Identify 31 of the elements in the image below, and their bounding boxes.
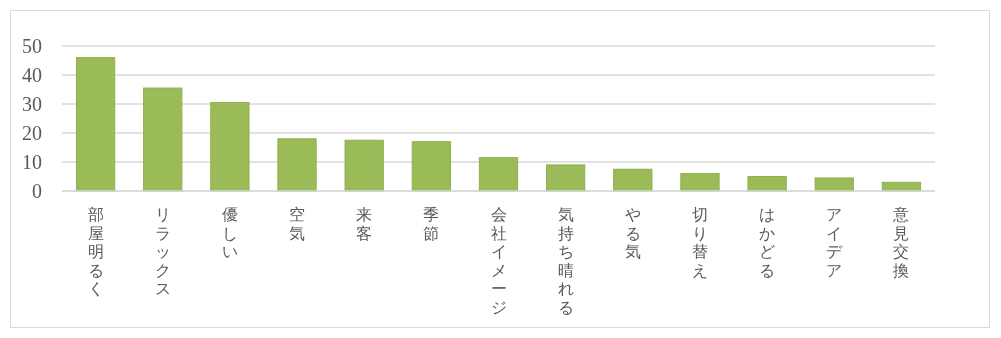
bar <box>613 168 653 192</box>
x-tick-label: リラックス <box>154 205 171 298</box>
bar <box>478 157 519 192</box>
x-tick-label: 空気 <box>289 205 306 243</box>
bar <box>411 141 451 192</box>
bar <box>277 138 317 192</box>
y-tick-label: 10 <box>22 151 42 173</box>
y-tick-label: 40 <box>22 64 42 86</box>
x-tick-label: 優しい <box>221 205 238 261</box>
y-tick-label: 50 <box>22 35 42 57</box>
y-tick-label: 20 <box>22 122 42 144</box>
x-tick-label: 来客 <box>356 205 373 243</box>
x-tick-label: 切り替え <box>691 205 708 280</box>
x-tick-label: やる気 <box>624 205 641 261</box>
y-tick-label: 30 <box>22 93 42 115</box>
x-tick-label: 気持ち晴れる <box>557 205 574 317</box>
bar <box>814 177 854 192</box>
bar <box>546 164 586 192</box>
x-tick-label: はかどる <box>759 205 776 280</box>
x-tick-label: 意見交換 <box>892 205 910 280</box>
bar <box>143 87 183 192</box>
x-tick-label: 会社イメージ <box>490 205 507 317</box>
bar <box>75 57 116 192</box>
x-tick-label: アイデア <box>826 205 844 280</box>
x-tick-label: 部屋明るく <box>87 205 104 298</box>
bar <box>344 139 384 192</box>
y-tick-label: 0 <box>32 180 42 202</box>
bar <box>747 176 787 192</box>
bar <box>680 173 720 192</box>
bar <box>210 102 250 192</box>
x-tick-label: 季節 <box>423 205 440 243</box>
